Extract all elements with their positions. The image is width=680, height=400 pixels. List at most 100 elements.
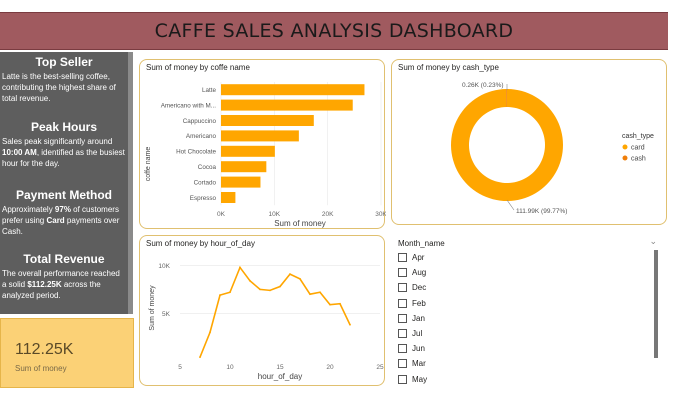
sidebar-scrollbar[interactable] — [128, 52, 133, 314]
month-label: Jun — [412, 344, 425, 354]
month-option-dec[interactable]: Dec — [398, 280, 427, 295]
line-point[interactable] — [239, 266, 241, 269]
bar-2[interactable] — [221, 115, 314, 126]
top-seller-title: Top Seller — [35, 55, 93, 69]
line-x-tick-label: 15 — [276, 364, 284, 371]
bar-5[interactable] — [221, 161, 267, 173]
sidebar-scroll-thumb[interactable] — [128, 52, 133, 314]
line-point[interactable] — [209, 331, 211, 334]
insights-sidebar: Top Seller Latte is the best-selling cof… — [0, 52, 133, 314]
line-x-tick-label: 5 — [178, 364, 182, 371]
legend-card-marker — [622, 144, 628, 150]
line-point[interactable] — [329, 303, 331, 306]
slicer-scrollbar[interactable] — [654, 250, 658, 358]
month-checkbox[interactable] — [398, 283, 407, 293]
bar-1[interactable] — [221, 99, 353, 111]
bar-x-axis-label: Sum of money — [274, 219, 326, 228]
bar-3[interactable] — [221, 130, 299, 142]
total-revenue-text: The overall performance reached a solid … — [2, 269, 120, 300]
month-checkbox[interactable] — [398, 268, 407, 278]
month-option-aug[interactable]: Aug — [398, 265, 427, 280]
line-point[interactable] — [219, 294, 221, 297]
line-point[interactable] — [289, 273, 291, 276]
chevron-down-icon[interactable]: ⌄ — [649, 236, 657, 246]
total-money-label: Sum of money — [15, 364, 67, 373]
dashboard-banner: CAFFE SALES ANALYSIS DASHBOARD — [0, 12, 668, 50]
line-point[interactable] — [199, 356, 201, 359]
peak-hours-section: Peak Hours Sales peak significantly arou… — [0, 120, 128, 169]
dashboard-title: CAFFE SALES ANALYSIS DASHBOARD — [154, 20, 514, 42]
peak-hours-text: Sales peak significantly around 10:00 AM… — [2, 137, 125, 168]
month-option-jul[interactable]: Jul — [398, 326, 427, 341]
total-revenue-section: Total Revenue The overall performance re… — [0, 252, 128, 301]
month-label: Mar — [412, 359, 426, 369]
month-option-feb[interactable]: Feb — [398, 296, 427, 311]
line-point[interactable] — [259, 288, 261, 291]
month-checkbox[interactable] — [398, 298, 407, 308]
bar-category-label: Cocoa — [198, 164, 217, 171]
line-point[interactable] — [229, 291, 231, 294]
line-point[interactable] — [299, 278, 301, 280]
legend-cash-label[interactable]: cash — [631, 156, 646, 163]
line-x-tick-label: 20 — [326, 364, 334, 371]
month-checkbox[interactable] — [398, 253, 407, 263]
line-point[interactable] — [279, 285, 281, 288]
line-point[interactable] — [269, 289, 271, 292]
bar-4[interactable] — [221, 145, 275, 157]
month-checkbox[interactable] — [398, 344, 407, 354]
line-point[interactable] — [339, 302, 341, 305]
donut-card-leader — [506, 199, 515, 211]
month-label: Aug — [412, 268, 427, 278]
bar-category-label: Cappuccino — [183, 118, 217, 125]
line-x-tick-label: 25 — [376, 364, 384, 371]
month-label: Apr — [412, 253, 425, 263]
bar-category-label: Espresso — [190, 195, 217, 202]
month-option-jan[interactable]: Jan — [398, 311, 427, 326]
month-slicer: Month_name ⌄ Apr Aug Dec Feb Jan Jul Jun Mar May — [392, 236, 667, 386]
donut-slice-cash[interactable] — [506, 89, 507, 108]
cash-type-donut-panel: Sum of money by cash_type 0.26K (0.23%) … — [391, 59, 667, 225]
line-point[interactable] — [309, 293, 311, 296]
bar-category-label: Latte — [202, 87, 217, 94]
month-checkbox[interactable] — [398, 329, 407, 339]
donut-slice-card[interactable] — [450, 89, 563, 201]
month-option-jun[interactable]: Jun — [398, 341, 427, 356]
coffee-bar-chart-panel: Sum of money by coffe name Latte American… — [139, 59, 386, 229]
legend-card-label[interactable]: card — [631, 145, 645, 152]
top-seller-text: Latte is the best-selling coffee, contri… — [2, 72, 116, 103]
bar-y-axis-label: coffe name — [145, 147, 152, 182]
bar-7[interactable] — [221, 192, 236, 203]
month-label: Dec — [412, 283, 427, 293]
line-point[interactable] — [249, 279, 251, 282]
bar-x-tick-label: 30K — [375, 211, 386, 218]
line-point[interactable] — [349, 323, 351, 326]
top-seller-section: Top Seller Latte is the best-selling cof… — [0, 55, 128, 104]
cash-type-donut-chart: 0.26K (0.23%) 111.99K (99.77%) cash_type… — [450, 82, 654, 215]
bar-6[interactable] — [221, 176, 261, 188]
line-x-tick-label: 10 — [226, 364, 234, 371]
line-point[interactable] — [319, 291, 321, 294]
month-option-apr[interactable]: Apr — [398, 250, 427, 265]
donut-chart-title: Sum of money by cash_type — [398, 63, 499, 72]
month-option-mar[interactable]: Mar — [398, 356, 427, 371]
bar-category-label: Americano — [186, 133, 217, 140]
bar-category-label: Americano with M... — [161, 102, 217, 109]
bar-x-tick-label: 10K — [269, 211, 281, 218]
line-x-axis-label: hour_of_day — [258, 372, 302, 381]
legend-cash-marker — [622, 155, 628, 161]
bar-chart-title: Sum of money by coffe name — [146, 63, 250, 72]
month-checkbox[interactable] — [398, 359, 407, 369]
total-revenue-title: Total Revenue — [23, 252, 105, 266]
month-checkbox[interactable] — [398, 374, 407, 384]
month-label: Jan — [412, 313, 425, 323]
peak-hours-title: Peak Hours — [30, 120, 98, 134]
bar-x-tick-label: 0K — [217, 211, 226, 218]
bar-0[interactable] — [221, 84, 365, 96]
line-chart-title: Sum of money by hour_of_day — [146, 239, 255, 248]
month-option-may[interactable]: May — [398, 372, 427, 387]
line-y-tick-label: 5K — [162, 311, 171, 318]
month-checkbox[interactable] — [398, 313, 407, 323]
donut-card-data-label: 111.99K (99.77%) — [516, 208, 567, 215]
month-slicer-title: Month_name — [398, 239, 445, 248]
line-y-axis-label: Sum of money — [149, 285, 156, 331]
